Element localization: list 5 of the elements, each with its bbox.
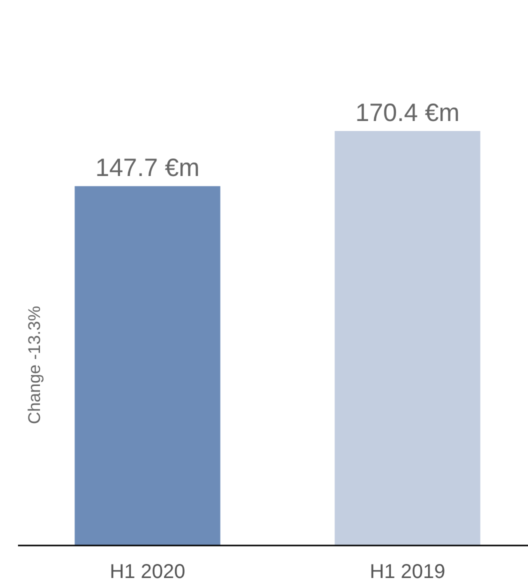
- data-label: 147.7 €m: [95, 154, 200, 182]
- x-tick-label: H1 2020: [110, 561, 186, 583]
- y-axis-title: Change -13.3%: [25, 306, 44, 424]
- x-tick-label: H1 2019: [370, 561, 446, 583]
- data-label: 170.4 €m: [355, 99, 460, 127]
